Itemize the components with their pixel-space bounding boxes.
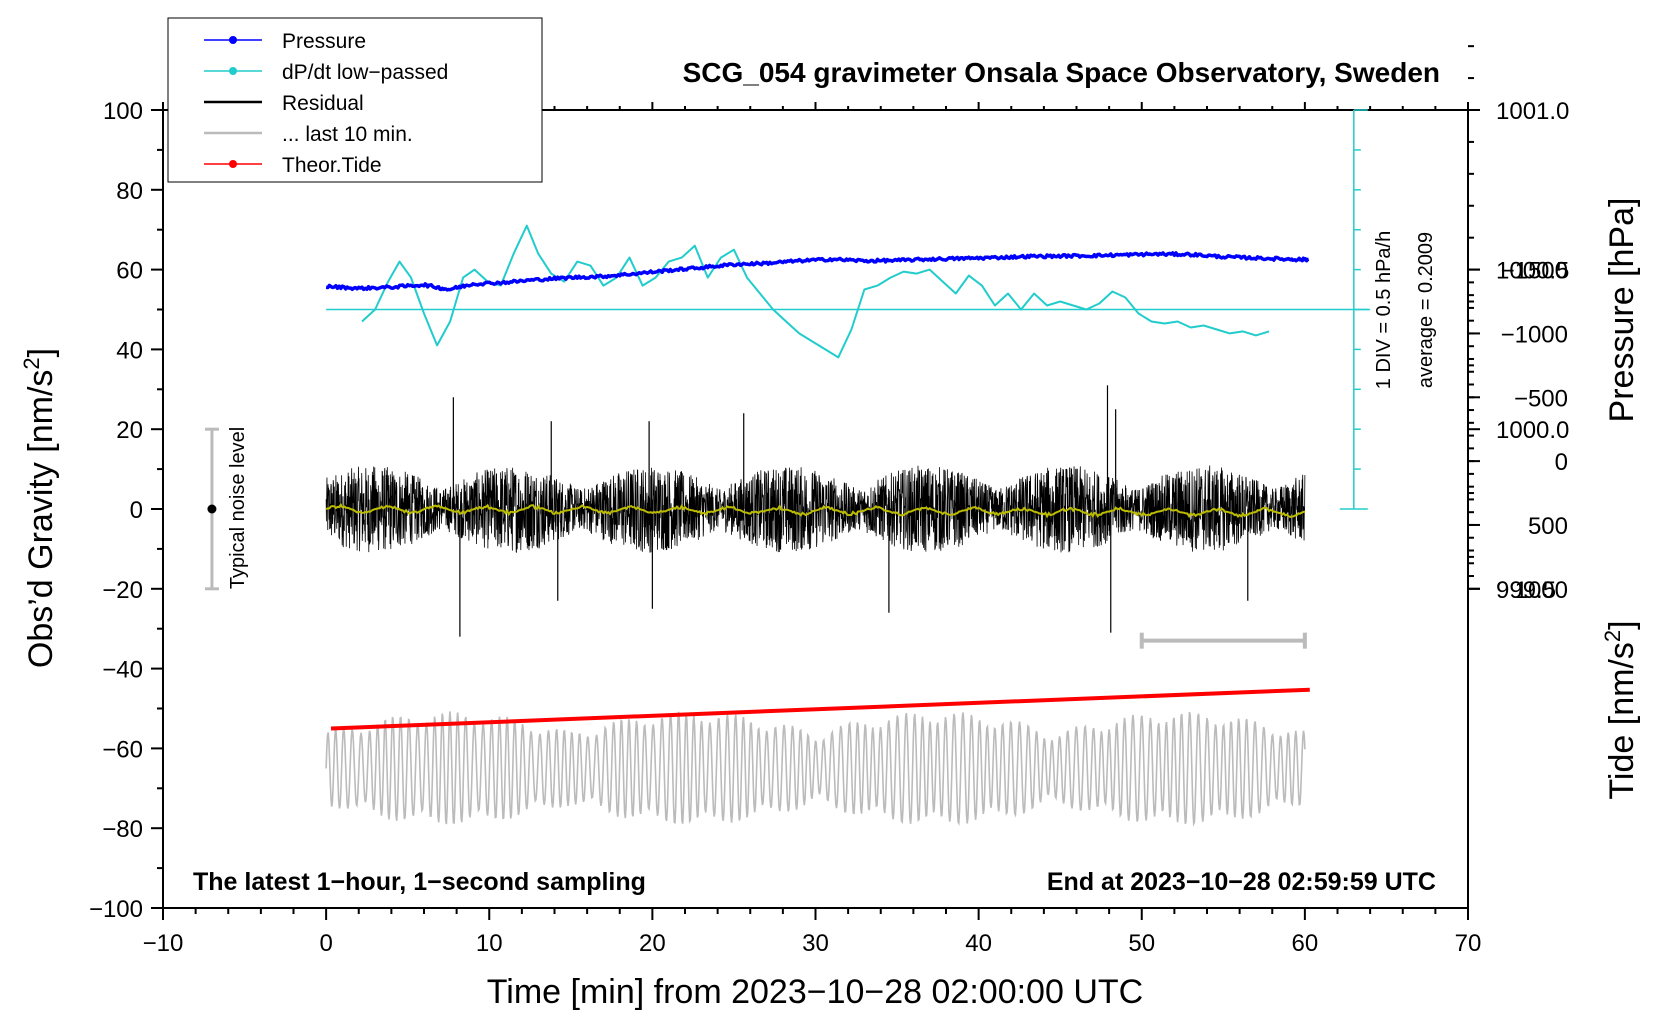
y-axis-tide-title: Tide [nm/s2] — [1600, 620, 1641, 799]
y-tide-title-end: ] — [1603, 620, 1641, 629]
y-tick-label: 0 — [130, 497, 143, 524]
x-tick-label: 50 — [1128, 930, 1155, 957]
residual-mean-series — [325, 502, 1306, 519]
pressure-tick-label: 1000.0 — [1496, 417, 1569, 444]
tide-tick-label: 0 — [1555, 449, 1568, 476]
y-tick-label: −80 — [102, 816, 143, 843]
y-axis-tide: −1500 −1000 −500 0 500 1000 — [1468, 258, 1568, 604]
y-tick-label: 80 — [116, 178, 143, 205]
y-tide-title-main: Tide [nm/s — [1603, 642, 1641, 799]
x-tick-label: 30 — [802, 930, 829, 957]
y-tick-label: 20 — [116, 417, 143, 444]
pressure-series — [325, 251, 1310, 292]
tide-tick-label: 1000 — [1515, 577, 1568, 604]
x-axis-title: Time [min] from 2023−10−28 02:00:00 UTC — [487, 973, 1143, 1011]
pressure-tick-label: 1000.5 — [1496, 258, 1569, 285]
tide-tick-label: 500 — [1528, 513, 1568, 540]
y-axis-pressure-title: Pressure [hPa] — [1603, 198, 1641, 423]
legend-box — [167, 17, 543, 183]
legend-marker — [229, 160, 237, 168]
x-tick-label: 0 — [319, 930, 332, 957]
chart-title: SCG_054 gravimeter Onsala Space Observat… — [683, 57, 1440, 88]
noise-bar-dot — [207, 504, 217, 514]
x-tick-label: 10 — [476, 930, 503, 957]
residual-series — [325, 465, 1306, 553]
x-tick-label: −10 — [143, 930, 184, 957]
legend-label: Pressure — [282, 30, 366, 53]
y-tick-label: −60 — [102, 736, 143, 763]
y-tick-label: −100 — [89, 896, 143, 923]
x-tick-label: 40 — [965, 930, 992, 957]
y-axis-pressure: 999.5 1000.0 1000.5 1001.0 — [1468, 45, 1569, 604]
y-tide-title-sup: 2 — [1600, 630, 1625, 642]
legend: Pressure dP/dt low−passed Residual ... last… — [167, 17, 543, 183]
pressure-tick-label: 1001.0 — [1496, 98, 1569, 125]
pressure-tick-label: 999.5 — [1496, 577, 1556, 604]
y-left-title-sup: 2 — [19, 357, 44, 369]
average-label: average = 0.2009 — [1415, 232, 1437, 388]
end-time-note: End at 2023−10−28 02:59:59 UTC — [1047, 868, 1436, 896]
x-tick-label: 70 — [1455, 930, 1482, 957]
x-tick-label: 60 — [1292, 930, 1319, 957]
last-10-min-series — [325, 711, 1306, 827]
y-tick-label: −20 — [102, 577, 143, 604]
legend-label: Theor.Tide — [282, 154, 382, 177]
y-tick-label: 100 — [103, 98, 143, 125]
y-tick-label: −40 — [102, 657, 143, 684]
y-left-title-end: ] — [22, 348, 60, 357]
tide-tick-label: −1500 — [1501, 258, 1568, 285]
dpdt-scale — [326, 109, 1371, 510]
legend-label: ... last 10 min. — [282, 123, 413, 146]
dpdt-series — [361, 224, 1270, 359]
y-left-title-main: Obs’d Gravity [nm/s — [22, 370, 60, 669]
div-label: 1 DIV = 0.5 hPa/h — [1373, 231, 1395, 389]
noise-level-label: Typical noise level — [227, 427, 249, 589]
y-tick-label: 40 — [116, 337, 143, 364]
legend-marker — [229, 67, 237, 75]
legend-label: dP/dt low−passed — [282, 61, 448, 84]
y-axis-left: −100 −80 −60 −40 −20 0 20 40 60 80 100 — [89, 98, 163, 923]
series-layer — [325, 224, 1310, 827]
legend-marker — [229, 36, 237, 44]
noise-level-bar — [204, 427, 219, 591]
x-tick-label: 20 — [639, 930, 666, 957]
tide-series — [330, 687, 1310, 731]
y-tick-label: 60 — [116, 258, 143, 285]
y-axis-left-title: Obs’d Gravity [nm/s2] — [19, 348, 60, 668]
legend-label: Residual — [282, 92, 364, 115]
last-10-min-bar — [1139, 632, 1307, 649]
tide-tick-label: −500 — [1514, 385, 1568, 412]
sampling-note: The latest 1−hour, 1−second sampling — [193, 868, 646, 896]
tide-tick-label: −1000 — [1501, 321, 1568, 348]
